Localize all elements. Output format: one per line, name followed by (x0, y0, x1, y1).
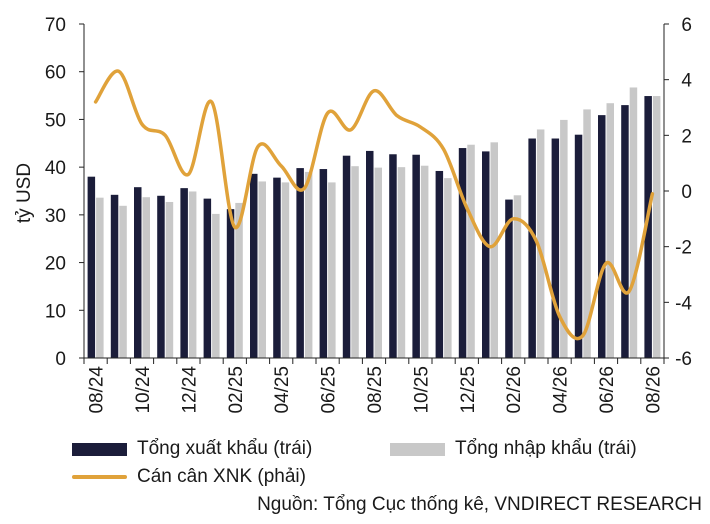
left-tick-label: 70 (45, 15, 66, 36)
bar-exports (551, 138, 560, 358)
x-tick-label: 06/25 (319, 366, 340, 414)
bar-exports (87, 176, 96, 358)
left-tick-label: 30 (45, 206, 66, 227)
left-tick-label: 60 (45, 63, 66, 84)
x-tick-label: 02/26 (504, 366, 525, 414)
left-tick-label: 10 (45, 301, 66, 322)
line-series (93, 69, 655, 341)
bar-exports (226, 209, 235, 358)
axes (79, 23, 669, 364)
y-axis-title: tỷ USD (14, 163, 35, 223)
bar-imports (536, 129, 545, 358)
x-axis-tick-labels: 08/24 10/24 12/24 02/25 04/25 06/25 08/25 10/25… (87, 366, 665, 414)
bar-exports (180, 188, 188, 358)
bar-exports (273, 177, 281, 358)
bar-imports (420, 165, 429, 358)
bar-imports (606, 103, 614, 358)
legend-swatch-imports (390, 442, 445, 456)
bar-imports (119, 205, 127, 358)
right-axis-tick-labels: -6 -4 -2 0 2 4 6 (675, 15, 692, 370)
x-tick-label: 08/25 (365, 366, 386, 414)
bar-imports (490, 142, 498, 358)
bar-imports (212, 213, 220, 358)
bar-exports (203, 198, 212, 358)
bar-imports (235, 202, 243, 358)
bar-exports (505, 199, 513, 358)
right-tick-label: 6 (681, 15, 692, 36)
x-tick-label: 04/25 (272, 366, 293, 414)
legend-item-balance: Cán cân XNK (phải) (72, 465, 306, 489)
legend-item-exports: Tổng xuất khẩu (trái) (72, 437, 312, 461)
x-tick-label: 04/26 (551, 366, 572, 414)
x-tick-label: 12/25 (458, 366, 479, 414)
bar-exports (528, 138, 536, 358)
legend-item-imports: Tổng nhập khẩu (trái) (390, 437, 637, 461)
x-tick-label: 08/24 (87, 366, 108, 414)
bar-imports (328, 182, 336, 358)
bar-imports (304, 171, 313, 358)
bar-exports (389, 154, 397, 358)
bar-imports (351, 166, 359, 358)
bar-imports (281, 182, 290, 358)
left-tick-label: 50 (45, 110, 66, 131)
legend-label-imports: Tổng nhập khẩu (trái) (455, 438, 637, 459)
bar-exports (644, 96, 652, 358)
right-tick-label: -4 (675, 293, 692, 314)
bar-imports (188, 191, 197, 358)
bar-exports (319, 169, 328, 358)
bar-imports (96, 197, 104, 358)
left-tick-label: 20 (45, 254, 66, 275)
bar-imports (513, 195, 522, 358)
legend-swatch-exports (72, 442, 127, 456)
bar-exports (482, 151, 490, 358)
left-tick-label: 0 (55, 349, 66, 370)
source-note: Nguồn: Tổng Cục thống kê, VNDIRECT RESEA… (257, 494, 702, 515)
bar-imports (629, 87, 638, 359)
bar-exports (342, 155, 351, 358)
bar-imports (652, 96, 661, 358)
legend-swatch-balance (72, 475, 127, 479)
bar-exports (621, 105, 629, 358)
legend-label-exports: Tổng xuất khẩu (trái) (137, 438, 313, 459)
bar-exports (435, 170, 444, 358)
legend-label-balance: Cán cân XNK (phải) (137, 466, 306, 487)
bar-imports (142, 197, 150, 358)
bar-imports (583, 109, 591, 358)
right-tick-label: -2 (675, 238, 692, 259)
bar-imports (165, 201, 174, 358)
right-tick-label: 0 (681, 182, 692, 203)
bar-exports (412, 154, 420, 358)
bar-exports (598, 115, 606, 359)
bar-imports (560, 119, 568, 358)
legend: Tổng xuất khẩu (trái) Tổng nhập khẩu (tr… (0, 430, 710, 490)
bar-imports (397, 167, 406, 358)
bar-exports (110, 194, 119, 358)
bar-series (87, 87, 661, 359)
bar-exports (574, 134, 583, 358)
bar-exports (366, 150, 374, 358)
bar-imports (467, 144, 475, 358)
right-tick-label: 4 (681, 71, 692, 92)
x-tick-label: 02/25 (226, 366, 247, 414)
bar-imports (258, 181, 266, 358)
bar-imports (374, 167, 382, 358)
balance-line (93, 69, 655, 341)
left-tick-label: 40 (45, 158, 66, 179)
bar-exports (134, 187, 142, 358)
x-tick-label: 06/26 (597, 366, 618, 414)
bar-exports (296, 168, 304, 358)
x-tick-label: 10/25 (411, 366, 432, 414)
bar-exports (458, 148, 467, 358)
right-tick-label: 2 (681, 126, 692, 147)
x-tick-label: 08/26 (643, 366, 664, 414)
x-tick-label: 12/24 (179, 366, 200, 414)
x-tick-label: 10/24 (133, 366, 154, 414)
bar-exports (157, 195, 165, 358)
left-axis-tick-labels: 0 10 20 30 40 50 60 70 (45, 15, 66, 370)
right-tick-label: -6 (675, 349, 692, 370)
bar-exports (250, 173, 258, 358)
bar-imports (444, 178, 452, 358)
